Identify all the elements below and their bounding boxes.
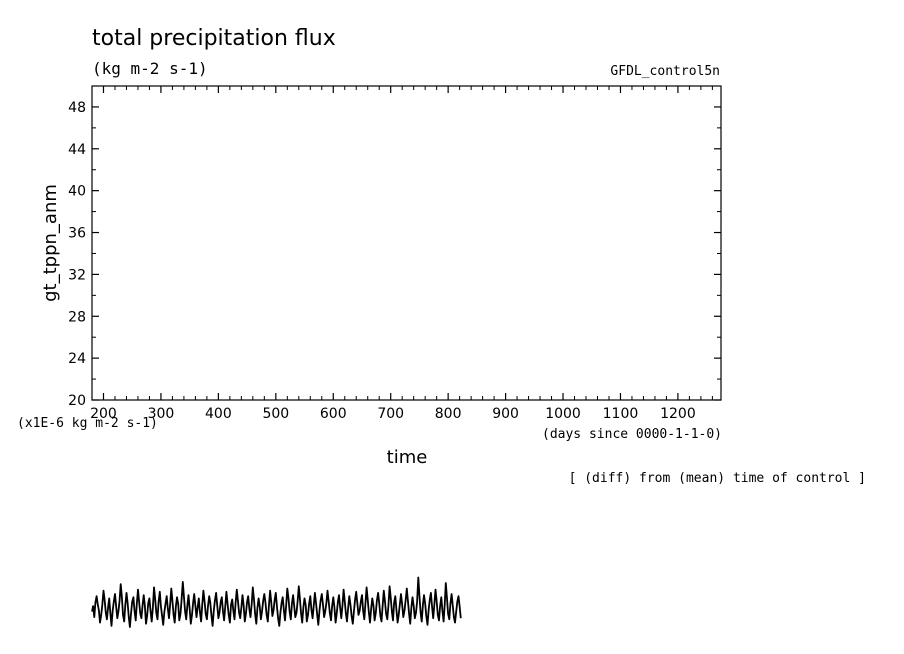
x-units-label: (days since 0000-1-1-0) <box>542 427 722 442</box>
chart-title: total precipitation flux <box>92 26 336 51</box>
y-tick-label: 40 <box>68 184 86 200</box>
y-tick-label: 28 <box>68 309 86 325</box>
x-tick-label: 1200 <box>660 406 696 422</box>
x-tick-label: 200 <box>90 406 117 422</box>
y-tick-label: 24 <box>68 351 86 367</box>
x-tick-label: 700 <box>377 406 404 422</box>
y-axis-label: gt_tppn_anm <box>40 184 61 302</box>
x-tick-label: 600 <box>320 406 347 422</box>
x-tick-label: 800 <box>435 406 462 422</box>
dataset-label: GFDL_control5n <box>610 64 720 79</box>
diff-note: [ (diff) from (mean) time of control ] <box>569 471 866 486</box>
x-tick-label: 400 <box>205 406 232 422</box>
series-line <box>91 576 462 628</box>
y-tick-label: 48 <box>68 100 86 116</box>
y-tick-label: 36 <box>68 226 86 242</box>
y-scale-note: (x1E-6 kg m-2 s-1) <box>17 416 158 431</box>
x-tick-label: 1100 <box>603 406 639 422</box>
x-tick-label: 900 <box>492 406 519 422</box>
plot-frame <box>91 85 722 401</box>
y-tick-label: 20 <box>68 393 86 409</box>
y-tick-label: 32 <box>68 267 86 283</box>
x-axis-label: time <box>387 447 428 468</box>
chart-units: (kg m-2 s-1) <box>92 59 208 78</box>
x-axis-ticks: 200 300 400 500 600 700 800 900 1000 1100 1200 <box>90 86 713 422</box>
x-tick-label: 500 <box>262 406 289 422</box>
y-tick-label: 44 <box>68 142 86 158</box>
y-axis-ticks: 20 24 28 32 36 40 44 48 <box>68 100 721 409</box>
x-tick-label: 300 <box>148 406 175 422</box>
x-tick-label: 1000 <box>545 406 581 422</box>
